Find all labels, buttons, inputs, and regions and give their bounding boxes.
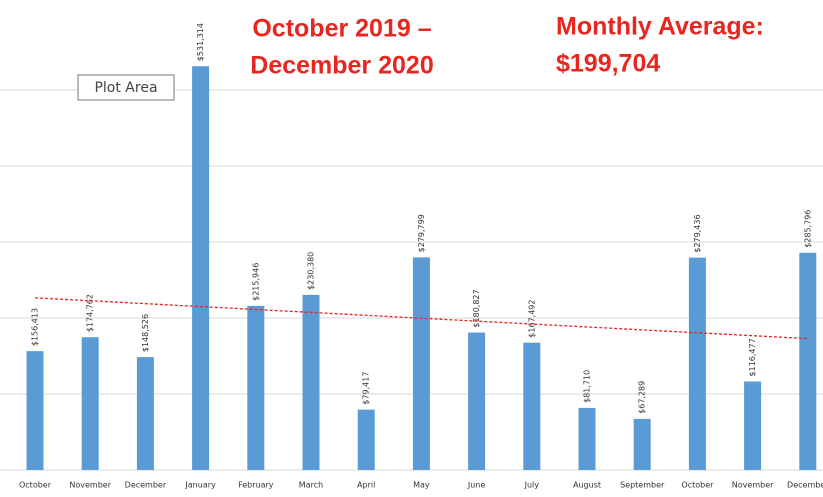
bar [247,305,265,470]
x-tick-label: April [357,481,375,490]
data-label: $279,436 [693,214,702,252]
x-tick-label: March [299,481,323,490]
bar [412,257,430,470]
x-tick-label: September [620,481,665,490]
x-tick-label: June [467,481,486,490]
x-tick-label: December [125,481,167,490]
bar [302,294,320,470]
chart-title: October 2019 – [252,15,431,43]
data-label: $531,314 [196,23,205,61]
data-label: $279,799 [417,214,426,252]
chart-title: December 2020 [250,52,433,80]
data-label: $180,827 [472,289,481,327]
trendline [34,297,808,340]
tooltip-box [77,74,175,101]
x-tick-label: October [19,481,52,490]
data-label: $174,762 [86,294,95,332]
bar [523,342,541,470]
data-label: $156,413 [31,308,40,346]
data-label: $230,380 [307,252,316,290]
x-tick-label: July [524,481,540,490]
annotation: Monthly Average: [556,13,764,41]
bar [799,252,817,470]
x-tick-label: December [787,481,823,490]
data-label: $67,289 [638,381,647,414]
data-label: $167,492 [527,300,536,338]
data-label: $148,526 [141,314,150,352]
bar [26,351,44,470]
bar [578,407,596,470]
x-tick-label: May [413,481,430,490]
x-tick-label: August [573,481,601,490]
annotation: $199,704 [556,50,660,78]
bar [688,257,706,470]
x-tick-label: February [238,481,274,490]
x-tick-label: October [681,481,714,490]
data-label: $285,796 [803,210,812,248]
bar [81,337,99,470]
data-label: $116,477 [748,338,757,376]
tooltip: Plot Area [94,80,157,96]
x-tick-label: November [732,481,774,490]
bar [192,66,210,471]
x-tick-label: November [69,481,111,490]
data-label: $79,417 [362,372,371,405]
bar [633,418,651,470]
bar [468,332,486,470]
bar [744,381,762,470]
data-label: $81,710 [583,370,592,403]
x-tick-label: January [184,481,216,490]
bar [357,409,375,470]
bar [136,357,154,470]
data-label: $215,946 [251,263,260,301]
